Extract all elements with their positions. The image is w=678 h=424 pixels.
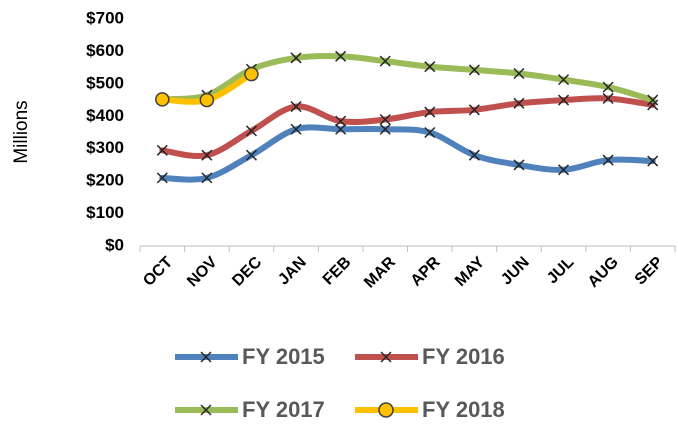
y-tick-label: $500: [86, 73, 124, 92]
y-tick-label: $400: [86, 106, 124, 125]
legend-symbol: [200, 404, 212, 416]
marker: [558, 94, 570, 106]
legend-label: FY 2016: [422, 344, 505, 369]
series-line: [159, 52, 656, 104]
marker: [155, 92, 170, 107]
legend-symbol: [200, 351, 212, 363]
marker: [244, 66, 259, 82]
marker: [647, 155, 659, 167]
marker: [290, 123, 302, 135]
marker: [424, 126, 436, 139]
marker: [468, 104, 480, 116]
series-line: [159, 95, 656, 159]
x-tick-label: NOV: [184, 254, 221, 291]
marker: [290, 101, 302, 113]
marker: [602, 154, 614, 166]
marker: [379, 123, 391, 135]
legend-symbol: [378, 402, 394, 418]
marker: [290, 52, 302, 64]
y-tick-label: $100: [86, 203, 124, 222]
marker: [602, 92, 614, 104]
x-tick-label: OCT: [140, 254, 176, 290]
x-tick-label: DEC: [229, 253, 265, 289]
marker: [245, 125, 257, 137]
legend-symbol: [380, 351, 392, 363]
legend-label: FY 2018: [422, 397, 505, 422]
y-axis-title: Millions: [11, 100, 32, 163]
legend-label: FY 2017: [242, 397, 325, 422]
marker: [468, 64, 480, 76]
marker: [424, 106, 436, 118]
marker: [513, 159, 525, 171]
marker: [335, 50, 347, 62]
marker: [647, 94, 659, 106]
x-tick-label: JAN: [275, 254, 310, 289]
x-tick-label: FEB: [320, 254, 355, 289]
marker: [602, 81, 614, 93]
marker: [201, 172, 213, 184]
x-tick-label: SEP: [632, 254, 667, 289]
marker: [245, 149, 257, 161]
y-tick-label: $300: [86, 138, 124, 157]
marker: [513, 67, 525, 80]
marker: [335, 123, 347, 135]
series-line: [159, 124, 656, 183]
marker: [379, 55, 391, 67]
y-tick-label: $200: [86, 171, 124, 190]
y-tick-label: $600: [86, 41, 124, 60]
y-tick-label: $0: [105, 235, 124, 254]
marker: [199, 92, 215, 108]
x-tick-label: MAR: [361, 253, 399, 291]
marker: [335, 115, 347, 127]
x-tick-label: JUL: [544, 254, 578, 288]
marker: [379, 113, 391, 126]
marker: [156, 172, 168, 184]
legend-label: FY 2015: [242, 344, 325, 369]
x-tick-label: JUN: [498, 254, 533, 289]
x-tick-label: APR: [408, 253, 444, 289]
marker: [201, 149, 213, 161]
marker: [558, 74, 570, 86]
x-tick-label: MAY: [452, 254, 488, 290]
marker: [424, 61, 436, 73]
marker: [156, 144, 168, 156]
marker: [558, 164, 570, 176]
x-tick-label: AUG: [585, 254, 622, 291]
marker: [513, 97, 525, 109]
marker: [468, 149, 480, 161]
y-tick-label: $700: [86, 8, 124, 27]
